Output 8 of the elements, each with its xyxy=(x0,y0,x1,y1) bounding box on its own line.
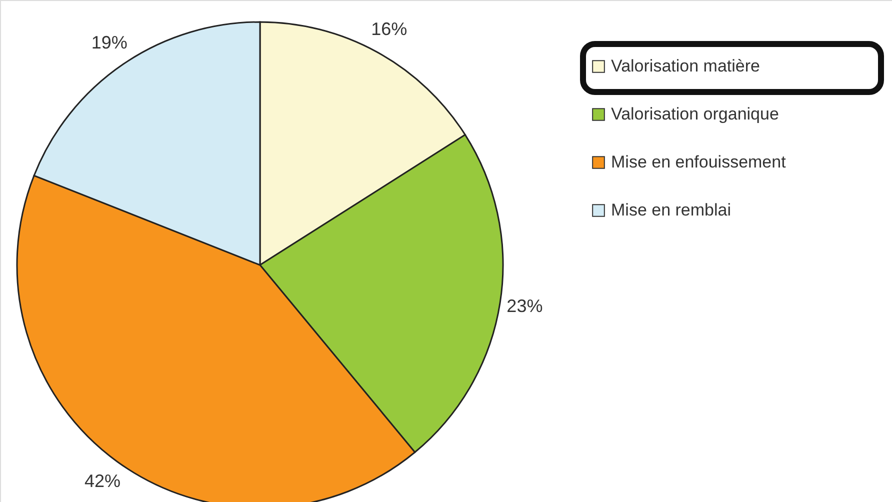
legend-label: Mise en remblai xyxy=(611,200,731,220)
legend-label: Valorisation organique xyxy=(611,104,779,124)
data-label: 16% xyxy=(371,19,408,40)
legend-label: Mise en enfouissement xyxy=(611,152,786,172)
legend-label: Valorisation matière xyxy=(611,56,760,76)
data-label: 42% xyxy=(84,470,120,491)
data-label: 23% xyxy=(506,296,543,316)
data-label: 19% xyxy=(91,32,128,52)
